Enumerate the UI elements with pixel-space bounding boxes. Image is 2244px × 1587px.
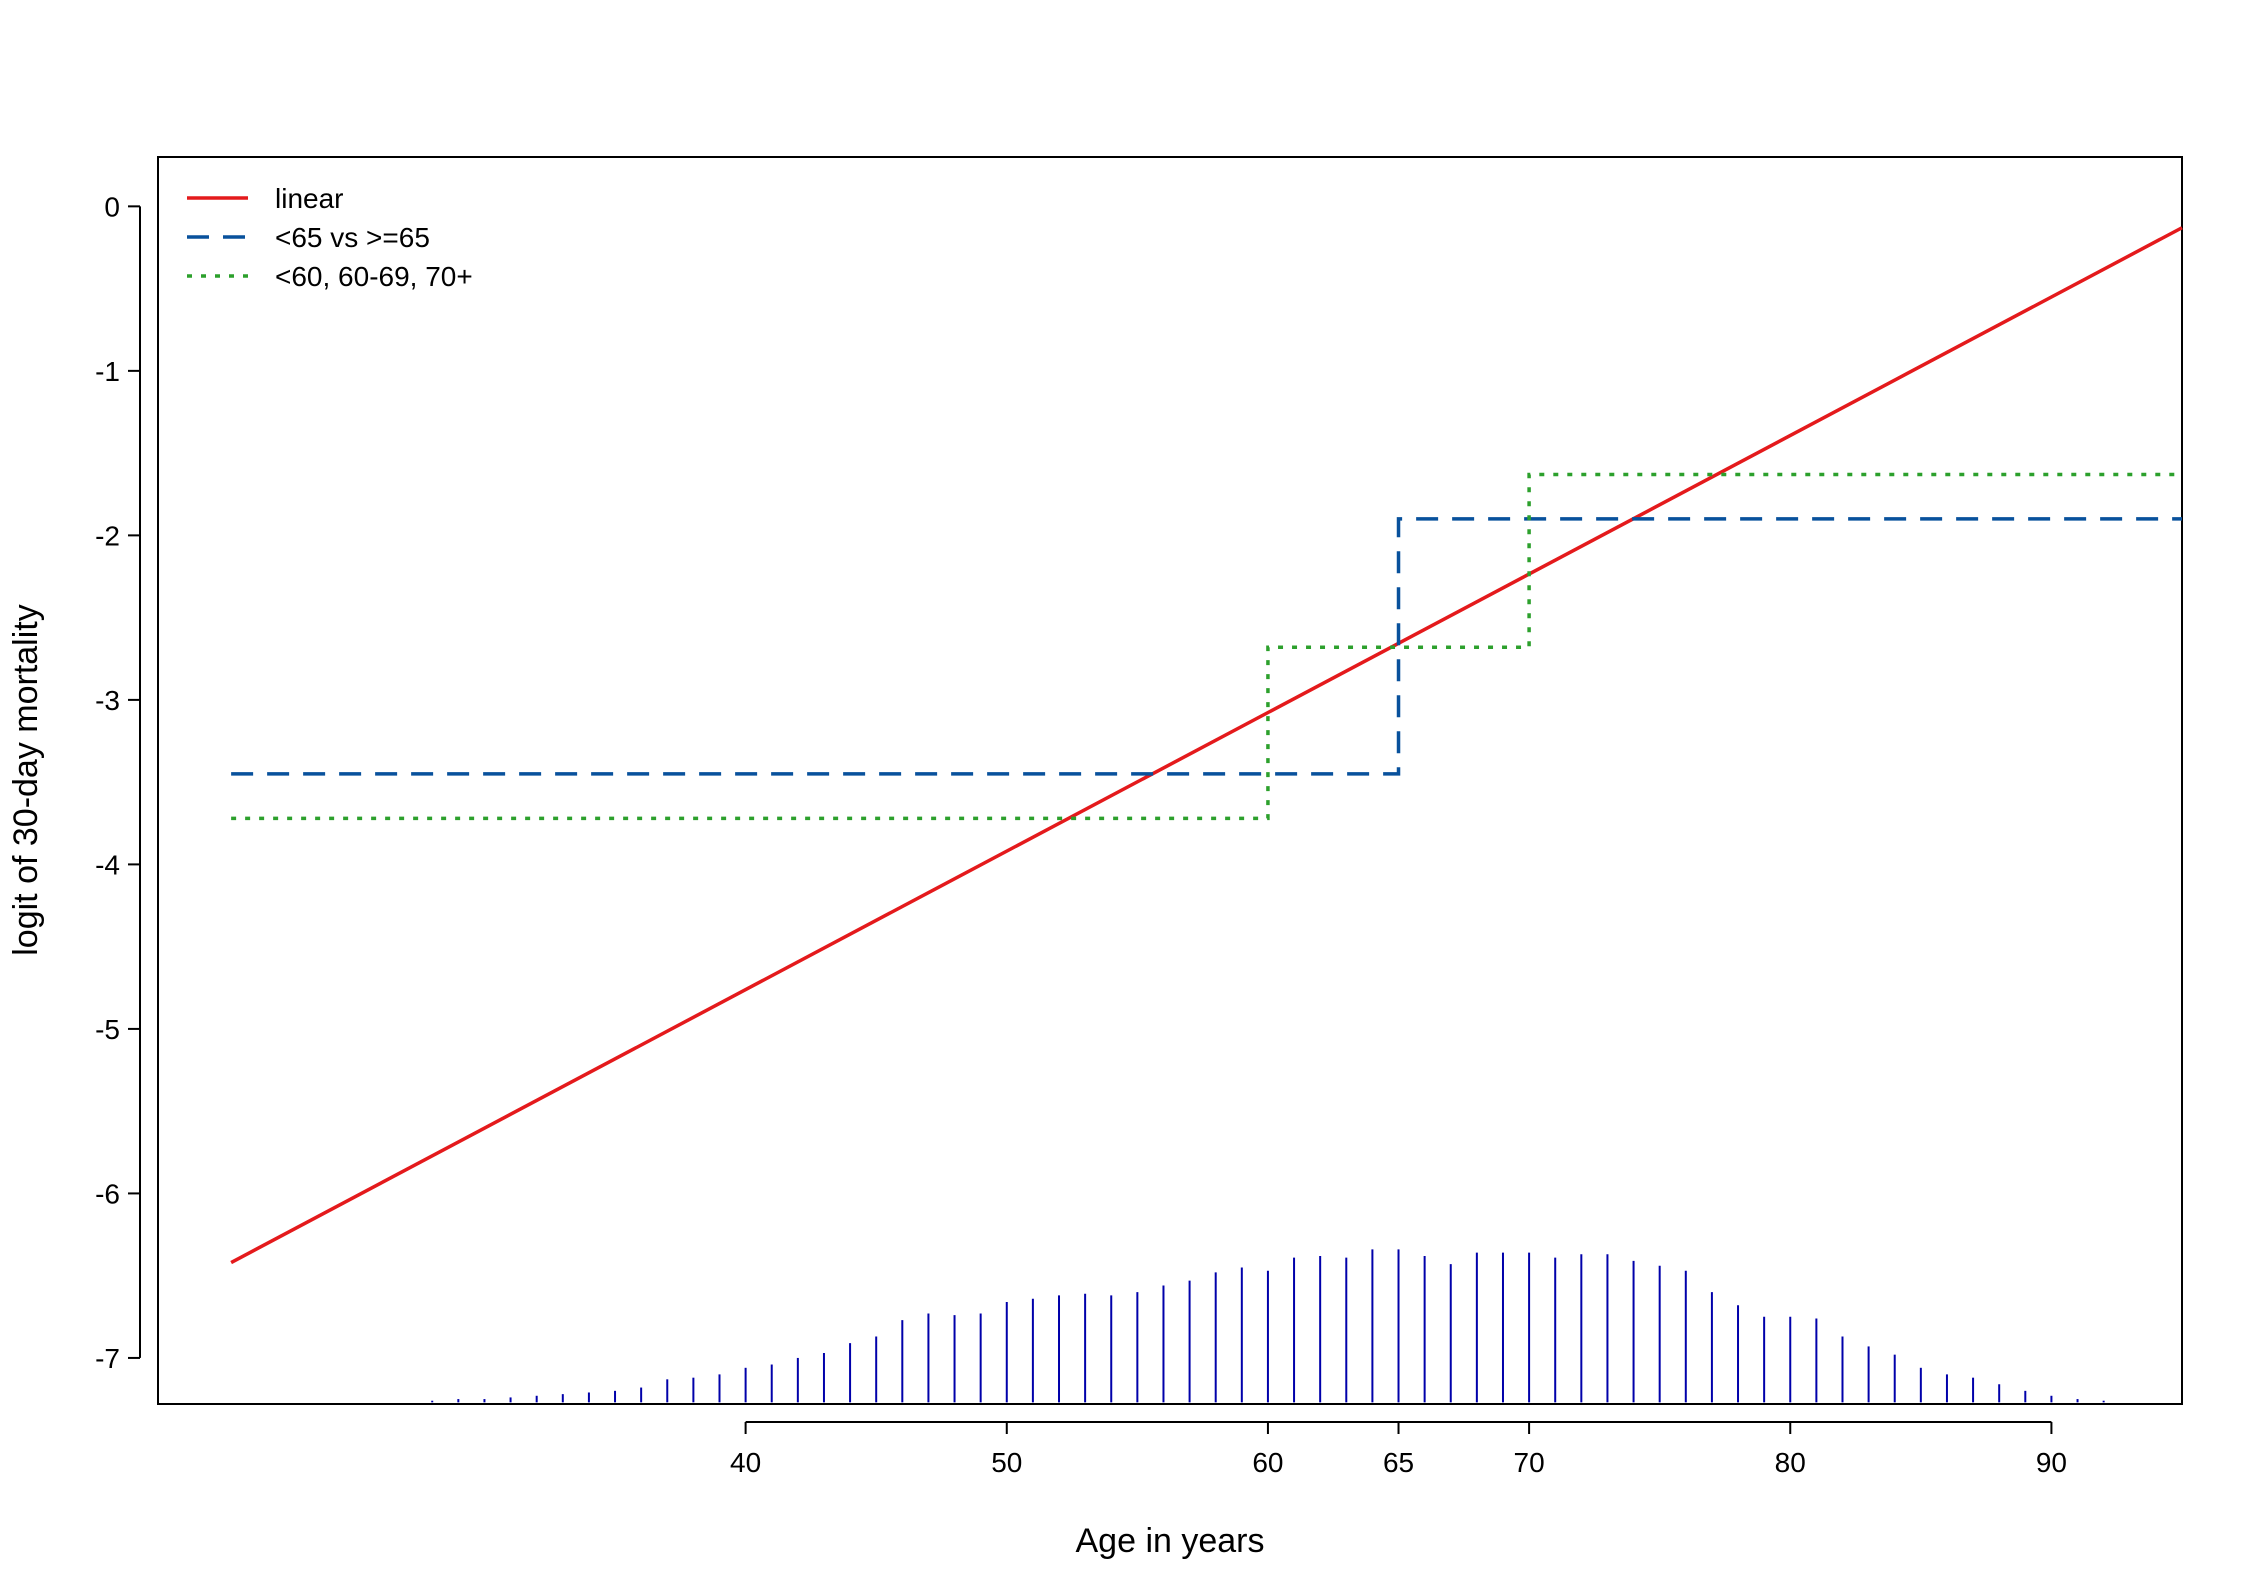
y-tick-label: -5: [95, 1014, 120, 1045]
series-layer: [230, 226, 2183, 1265]
legend: linear <65 vs >=65 <60, 60-69, 70+: [187, 183, 473, 292]
y-tick-label: -7: [95, 1343, 120, 1374]
y-tick-label: -3: [95, 685, 120, 716]
legend-label: <60, 60-69, 70+: [275, 261, 473, 292]
x-tick-label: 90: [2036, 1447, 2067, 1478]
x-tick-label: 65: [1383, 1447, 1414, 1478]
y-tick-label: -1: [95, 356, 120, 387]
x-tick-label: 50: [991, 1447, 1022, 1478]
series-line-2: [231, 517, 2182, 776]
series-line-3: [231, 472, 2182, 821]
rug-layer: [431, 1249, 2105, 1403]
x-axis-title: Age in years: [1076, 1522, 1265, 1560]
legend-label: <65 vs >=65: [275, 222, 430, 253]
y-axis: 0 -1 -2 -3 -4 -5 -6 -7: [95, 191, 141, 1374]
x-tick-label: 60: [1252, 1447, 1283, 1478]
y-tick-label: 0: [104, 191, 120, 222]
x-tick-label: 80: [1775, 1447, 1806, 1478]
series-line-1: [230, 226, 2183, 1265]
y-tick-label: -2: [95, 520, 120, 551]
plot-frame: [157, 156, 2183, 1405]
legend-label: linear: [275, 183, 343, 214]
x-tick-label: 70: [1514, 1447, 1545, 1478]
y-tick-label: -6: [95, 1178, 120, 1209]
y-axis-title: logit of 30-day mortality: [7, 604, 45, 956]
y-tick-label: -4: [95, 849, 120, 880]
x-axis: 40 50 60 65 70 80 90: [730, 1421, 2067, 1478]
x-tick-label: 40: [730, 1447, 761, 1478]
